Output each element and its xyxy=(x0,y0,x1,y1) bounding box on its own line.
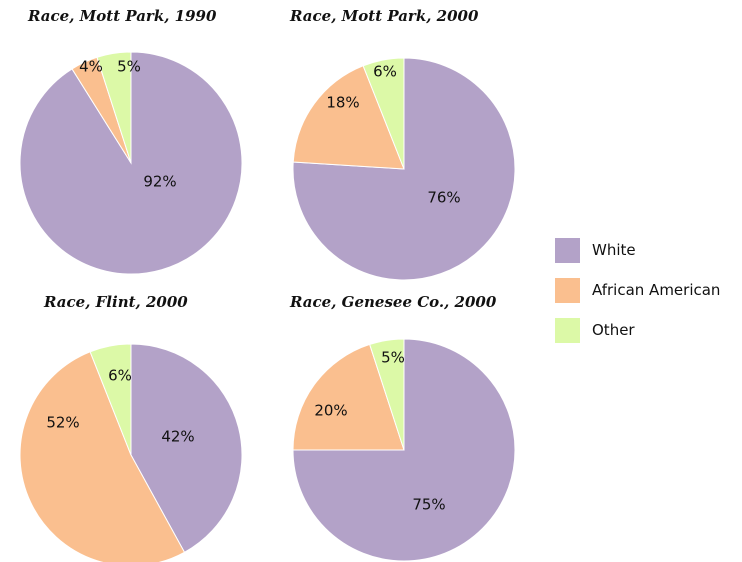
data-label-mott-park-2000-other: 6% xyxy=(373,63,397,81)
legend-swatch-african-american xyxy=(555,278,580,303)
data-label-genesee-2000-other: 5% xyxy=(381,349,405,367)
data-label-mott-park-1990-african-american: 4% xyxy=(79,58,103,76)
pie-slice-mott-park-2000-african-american xyxy=(292,65,405,170)
legend-label-african-american: African American xyxy=(592,281,721,299)
pie-slice-mott-park-1990-other xyxy=(96,51,132,164)
data-label-mott-park-2000-white: 76% xyxy=(427,189,460,207)
legend-swatch-white xyxy=(555,238,580,263)
data-label-mott-park-2000-african-american: 18% xyxy=(326,94,359,112)
pie-title-genesee-2000: Race, Genesee Co., 2000 xyxy=(290,293,497,311)
pie-title-flint-2000: Race, Flint, 2000 xyxy=(44,293,188,311)
data-label-flint-2000-white: 42% xyxy=(161,428,194,446)
pie-slice-mott-park-2000-other xyxy=(362,57,405,170)
data-label-mott-park-1990-white: 92% xyxy=(143,173,176,191)
pie-slice-genesee-2000-other xyxy=(369,338,405,451)
data-label-genesee-2000-white: 75% xyxy=(412,496,445,514)
data-label-genesee-2000-african-american: 20% xyxy=(314,402,347,420)
data-label-mott-park-1990-other: 5% xyxy=(117,58,141,76)
data-label-flint-2000-other: 6% xyxy=(108,367,132,385)
pie-title-mott-park-2000: Race, Mott Park, 2000 xyxy=(290,7,479,25)
legend-label-other: Other xyxy=(592,321,635,339)
pie-slice-flint-2000-other xyxy=(89,343,132,456)
legend-label-white: White xyxy=(592,241,636,259)
pie-slice-flint-2000-white xyxy=(130,343,243,553)
pie-slice-flint-2000-african-american xyxy=(19,351,186,562)
pie-slice-genesee-2000-african-american xyxy=(292,343,405,451)
data-label-flint-2000-african-american: 52% xyxy=(46,414,79,432)
legend-swatch-other xyxy=(555,318,580,343)
pie-title-mott-park-1990: Race, Mott Park, 1990 xyxy=(28,7,217,25)
